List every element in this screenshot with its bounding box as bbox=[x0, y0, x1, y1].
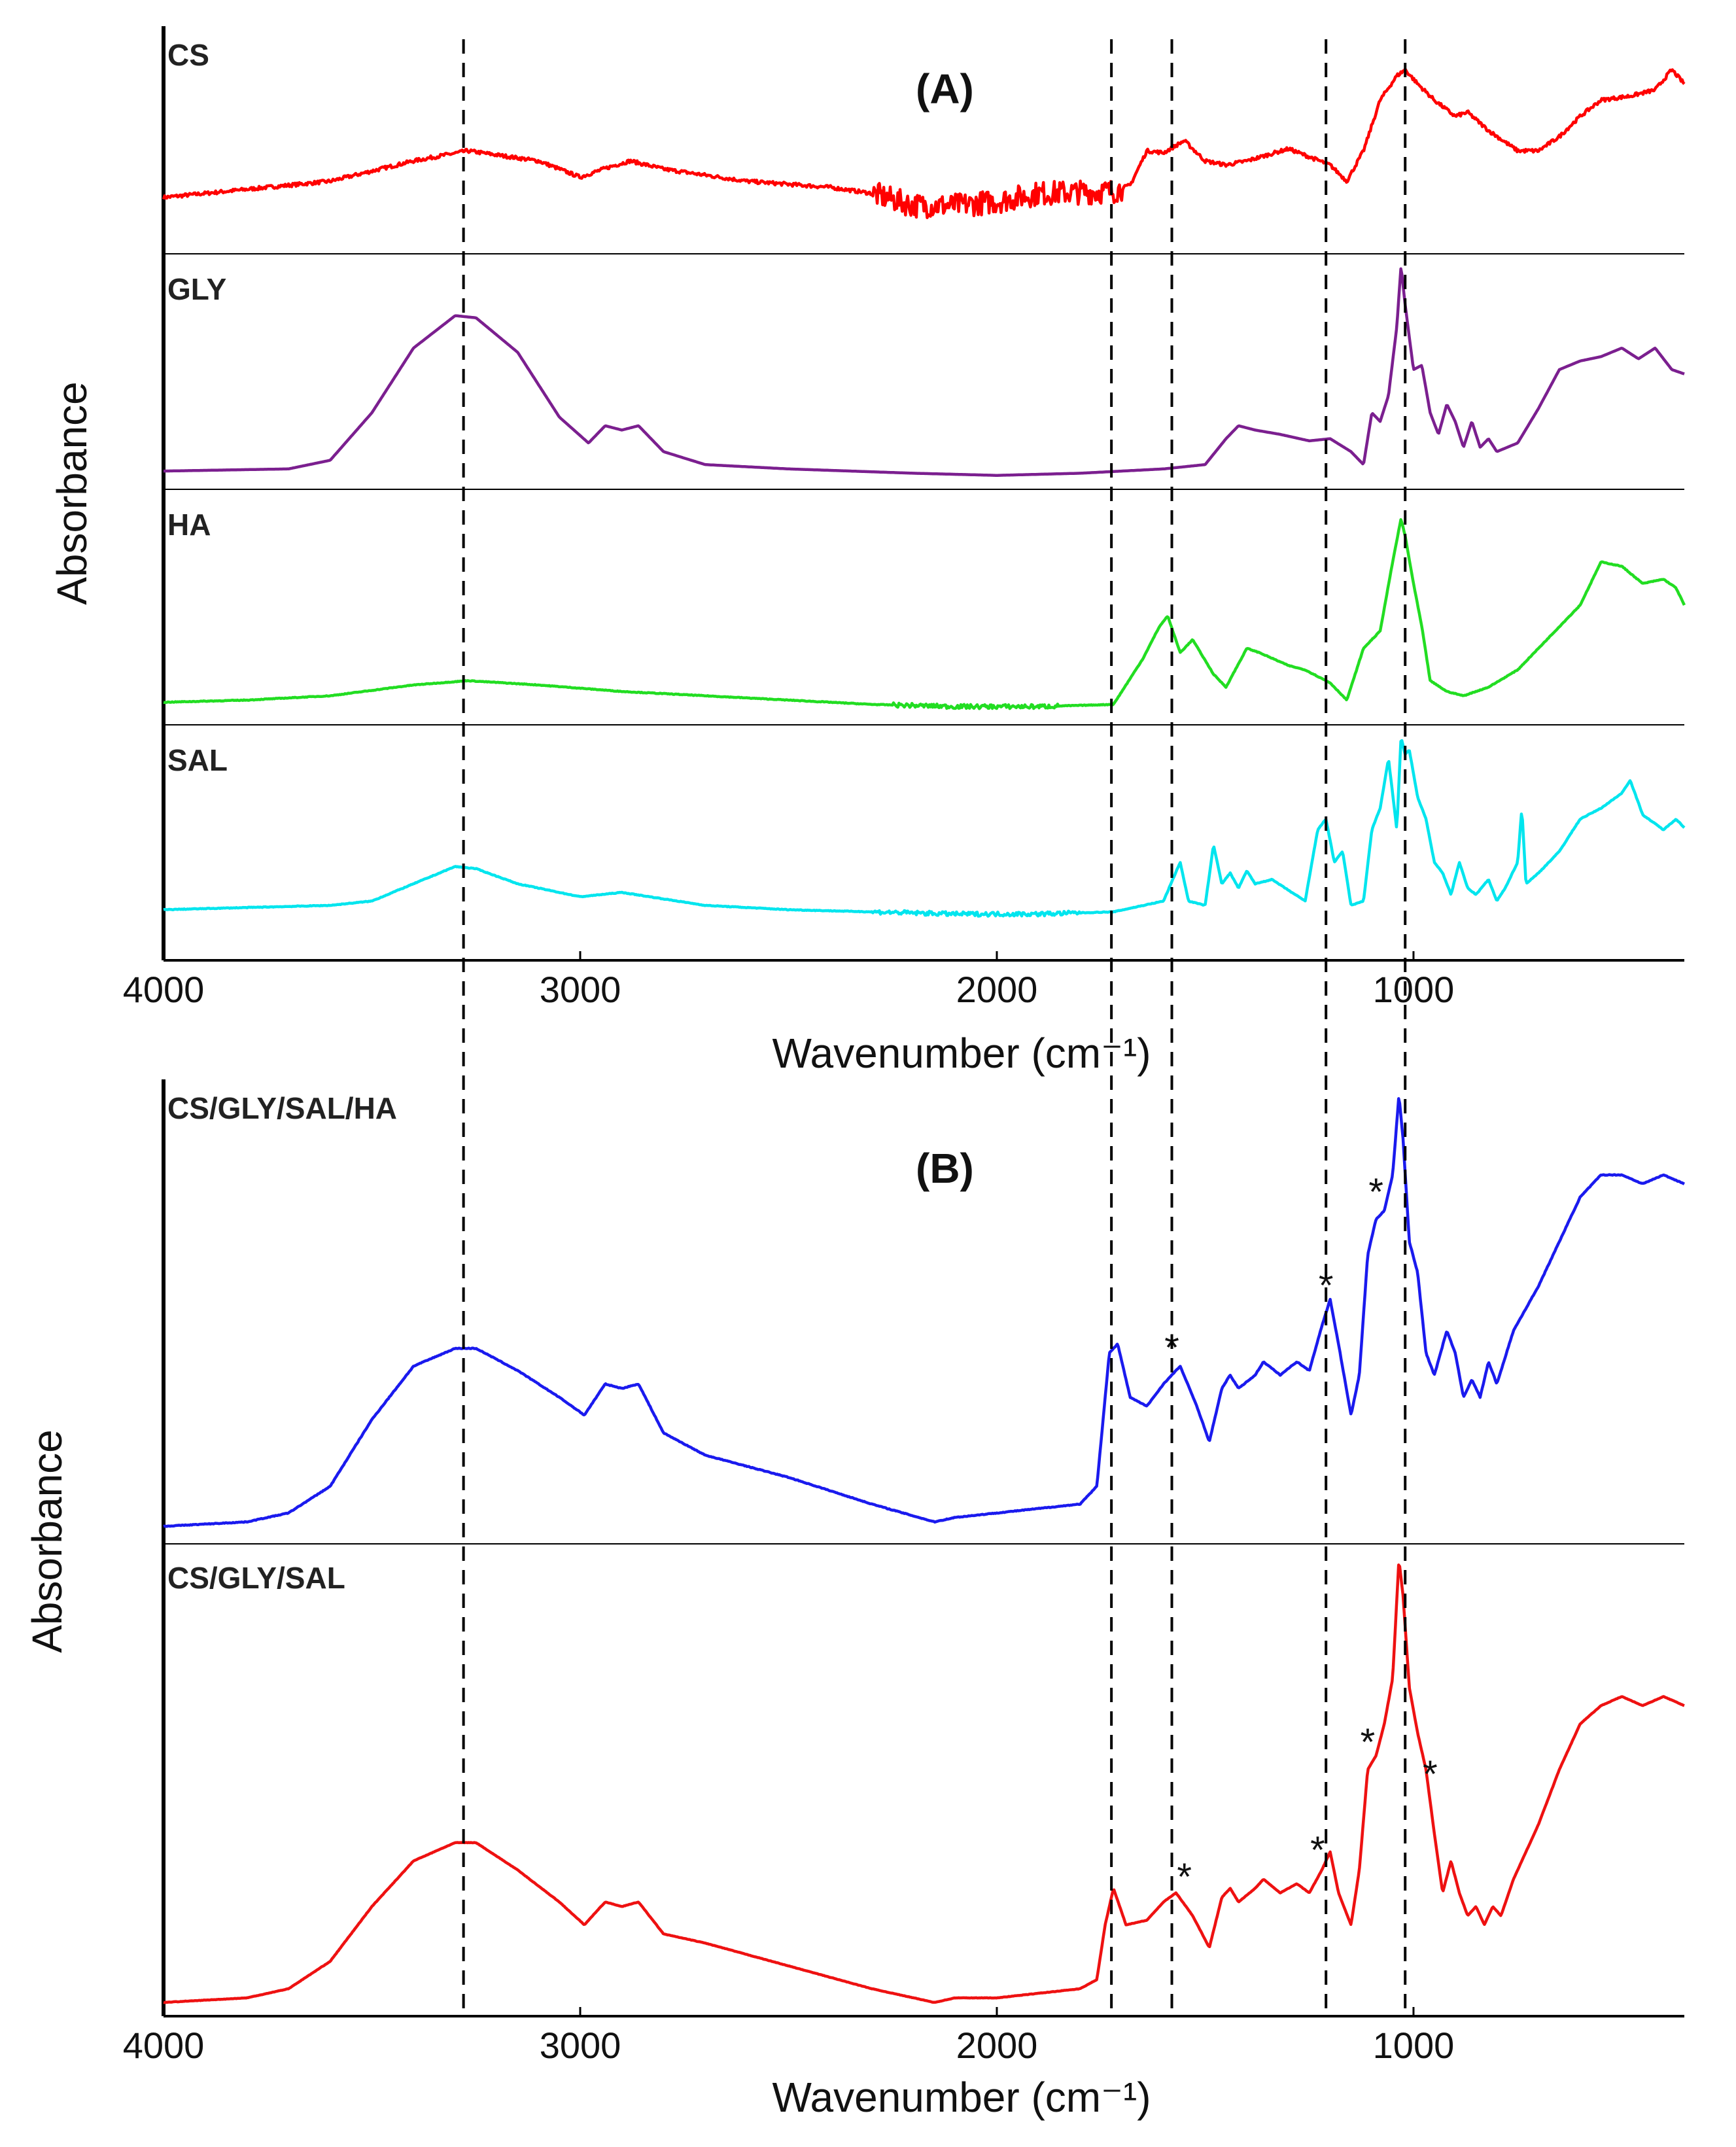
spectrum-cs-gly-sal-ha bbox=[163, 1097, 1686, 1528]
trace-label-cs-gly-sal: CS/GLY/SAL bbox=[167, 1561, 345, 1595]
spectrum-cs bbox=[162, 67, 1686, 220]
panel-b: (B) Absorbance Wavenumber (cm⁻¹) CS/GLY/… bbox=[24, 1079, 1686, 2121]
panel-a-x-label: Wavenumber (cm⁻¹) bbox=[772, 1030, 1151, 1077]
peak-annotation: * bbox=[1361, 1721, 1376, 1764]
panel-a-traces bbox=[162, 67, 1686, 918]
trace-label-cs: CS bbox=[167, 38, 209, 72]
trace-label-cs-gly-sal-ha: CS/GLY/SAL/HA bbox=[167, 1091, 397, 1125]
panel-a-x-ticks: 4000 3000 2000 1000 bbox=[123, 951, 1455, 1010]
peak-annotation: * bbox=[1423, 1753, 1438, 1796]
reference-lines bbox=[462, 39, 1407, 2016]
panel-b-annotations: ******* bbox=[1164, 1171, 1438, 1898]
spectrum-ha bbox=[163, 518, 1686, 710]
x-tick-label-2000: 2000 bbox=[956, 969, 1038, 1010]
x-tick-label-2000: 2000 bbox=[956, 2025, 1038, 2066]
panel-b-x-ticks: 4000 3000 2000 1000 bbox=[123, 2007, 1455, 2066]
panel-b-x-label: Wavenumber (cm⁻¹) bbox=[772, 2074, 1151, 2121]
spectrum-gly bbox=[163, 267, 1685, 477]
peak-annotation: * bbox=[1310, 1829, 1325, 1872]
peak-annotation: * bbox=[1368, 1171, 1383, 1213]
panel-a: (A) Absorbance Wavenumber (cm⁻¹) CS GLY … bbox=[48, 26, 1686, 1077]
x-tick-label-1000: 1000 bbox=[1373, 2025, 1455, 2066]
panel-a-label: (A) bbox=[916, 65, 974, 113]
panel-b-traces bbox=[163, 1097, 1686, 2004]
panel-b-y-label: Absorbance bbox=[24, 1429, 71, 1653]
trace-label-sal: SAL bbox=[167, 743, 228, 777]
x-tick-label-3000: 3000 bbox=[540, 2025, 621, 2066]
trace-label-ha: HA bbox=[167, 508, 211, 542]
peak-annotation: * bbox=[1319, 1265, 1334, 1307]
spectrum-sal bbox=[163, 739, 1686, 918]
x-tick-label-1000: 1000 bbox=[1373, 969, 1455, 1010]
x-tick-label-4000: 4000 bbox=[123, 969, 205, 1010]
x-tick-label-4000: 4000 bbox=[123, 2025, 205, 2066]
trace-label-gly: GLY bbox=[167, 272, 226, 306]
peak-annotation: * bbox=[1177, 1856, 1192, 1898]
panel-a-y-label: Absorbance bbox=[48, 381, 95, 605]
panel-b-label: (B) bbox=[916, 1145, 974, 1192]
x-tick-label-3000: 3000 bbox=[540, 969, 621, 1010]
spectrum-cs-gly-sal bbox=[163, 1563, 1685, 2004]
